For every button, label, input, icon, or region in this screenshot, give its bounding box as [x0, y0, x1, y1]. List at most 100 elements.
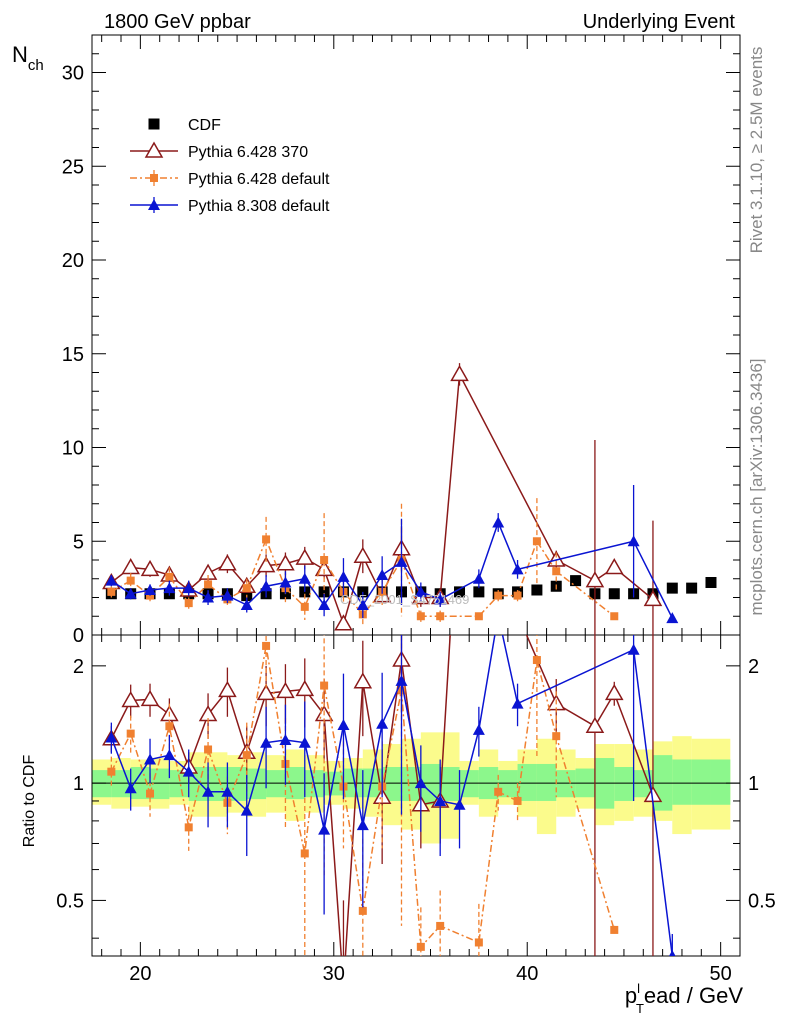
band-green — [556, 770, 576, 798]
cdf-marker — [318, 586, 330, 598]
band-green — [459, 770, 479, 798]
y-tick-label: 25 — [62, 156, 84, 178]
p6def-marker — [165, 572, 174, 581]
ratio-frame — [91, 634, 741, 957]
y-tick-label: 30 — [62, 63, 84, 85]
x-tick-label: 30 — [323, 963, 345, 985]
p6def-marker — [552, 567, 561, 576]
cdf-marker — [666, 582, 678, 594]
p6def-marker — [126, 729, 135, 738]
cdf-marker — [686, 582, 698, 594]
p8def-marker — [376, 569, 389, 580]
p8def-marker — [124, 782, 137, 794]
x-axis-title-sub: T — [636, 1001, 644, 1016]
p6def-marker — [204, 745, 213, 754]
p8def-marker — [124, 587, 137, 599]
x-axis-title-rest: ead / GeV — [644, 983, 743, 1008]
y-axis-title-sub: ch — [28, 57, 44, 74]
legend: CDF Pythia 6.428 370 Pythia 6.428 default P… — [130, 117, 330, 215]
p6def-marker — [320, 556, 329, 564]
y-tick-label: 5 — [73, 531, 84, 553]
p370-marker — [450, 364, 469, 382]
p370-marker — [314, 559, 334, 577]
p8def-marker — [202, 785, 215, 797]
legend-marker-p8def — [148, 199, 160, 210]
band-green — [227, 767, 247, 801]
legend-marker-p6def — [150, 174, 158, 182]
ratio-tick-label: 0.5 — [56, 890, 84, 912]
p370-marker — [140, 689, 160, 707]
p8def-marker — [298, 572, 311, 584]
p370-marker — [121, 557, 140, 575]
p6def-marker — [204, 580, 213, 589]
p8def-marker — [472, 723, 485, 735]
legend-label-cdf: CDF — [188, 117, 221, 134]
x-tick-label: 50 — [710, 963, 732, 985]
p6def-marker — [262, 641, 271, 650]
p8def-marker — [240, 804, 253, 816]
main-panel: 0 5 10 15 20 25 30 — [62, 34, 741, 647]
p370-marker — [276, 554, 295, 571]
p8def-marker — [395, 555, 408, 567]
p6def-marker — [262, 535, 271, 544]
clipped-series — [102, 635, 676, 956]
band-green — [672, 759, 692, 805]
p6def-marker — [436, 612, 445, 621]
p8def-marker — [434, 593, 447, 605]
p6def-marker — [107, 767, 116, 776]
y-tick-label: 0 — [73, 625, 84, 647]
p370-marker — [585, 716, 605, 733]
band-green — [710, 759, 731, 805]
cdf-marker — [570, 575, 582, 587]
p8def-marker — [356, 819, 369, 831]
p6def-marker — [184, 599, 193, 608]
ratio-tick-label: 0.5 — [748, 890, 776, 912]
cdf-marker — [705, 577, 717, 588]
band-green — [536, 763, 557, 801]
band-green — [92, 770, 112, 798]
p6def-marker — [494, 787, 503, 796]
band-green — [440, 767, 460, 801]
p6def-marker — [513, 796, 522, 805]
p6def-marker — [416, 612, 425, 621]
clipped-series — [102, 363, 717, 635]
p8def-line — [110, 635, 674, 956]
p8def-marker — [337, 570, 350, 582]
band-green — [633, 770, 653, 798]
p6def-marker — [416, 942, 425, 951]
p370-marker — [256, 683, 276, 701]
p370-marker — [276, 681, 295, 699]
p6def-marker — [242, 751, 251, 760]
ratio-axis-title: Ratio to CDF — [21, 755, 38, 848]
p8def-marker — [492, 516, 505, 528]
p8def-marker — [144, 753, 157, 765]
x-tick-label: 40 — [516, 963, 538, 985]
p8def-marker — [472, 572, 485, 584]
p370-marker — [121, 690, 140, 708]
legend-marker-p370 — [144, 141, 164, 158]
band-green — [401, 767, 421, 801]
p6def-marker — [320, 681, 329, 690]
p370-marker — [218, 554, 237, 571]
y-axis-title: Nch — [12, 42, 44, 74]
p8def-marker — [240, 599, 253, 610]
p8def-marker — [105, 731, 118, 743]
cdf-marker — [454, 586, 466, 598]
p8def-marker — [434, 794, 447, 806]
source-label: mcplots.cern.ch [arXiv:1306.3436] — [747, 358, 766, 615]
p370-marker — [353, 546, 373, 563]
p6def-marker — [165, 722, 174, 731]
p8def-marker — [627, 535, 640, 547]
p8def-marker — [414, 585, 427, 597]
x-axis-title-main: p — [625, 983, 637, 1008]
p8def-marker — [666, 612, 679, 624]
p370-marker — [585, 571, 605, 588]
p370-marker — [140, 559, 160, 577]
p6def-marker — [184, 823, 193, 832]
p8def-marker — [669, 950, 676, 956]
x-axis-title: pl Tead / GeV — [625, 981, 743, 1016]
p8def-marker — [260, 580, 273, 592]
p6def-marker — [107, 587, 116, 596]
p6def-marker — [436, 921, 445, 930]
cdf-marker — [531, 584, 543, 596]
